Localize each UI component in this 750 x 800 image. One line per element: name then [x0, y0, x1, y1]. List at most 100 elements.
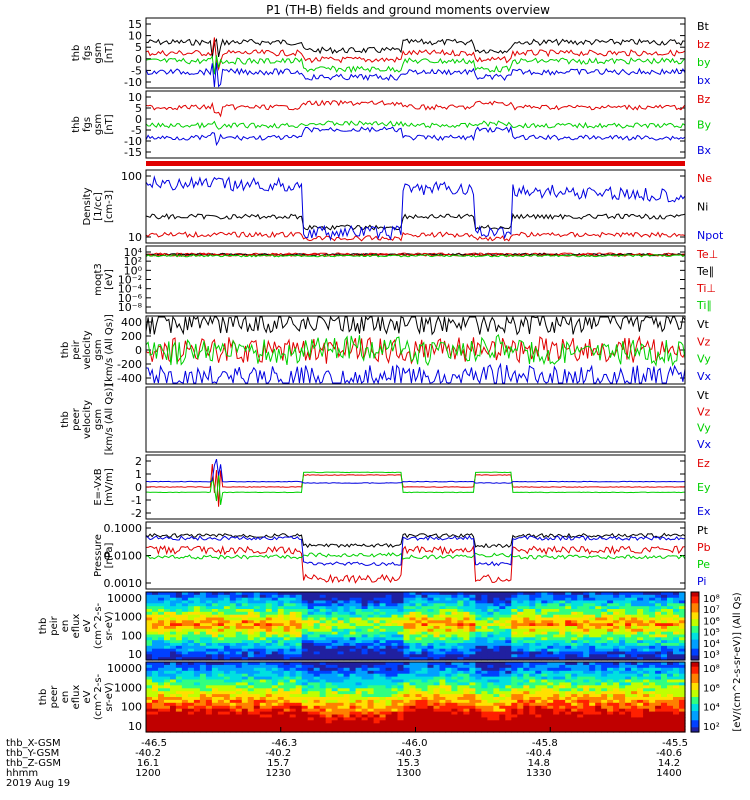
heatmap-cell	[565, 676, 572, 681]
heatmap-cell	[313, 645, 321, 650]
heatmap-cell	[499, 620, 506, 624]
heatmap-cell	[313, 654, 321, 658]
heatmap-cell	[277, 603, 285, 607]
y-axis-label-line: moqt3	[93, 263, 104, 296]
heatmap-cell	[655, 592, 662, 596]
heatmap-cell	[433, 620, 441, 624]
heatmap-cell	[655, 673, 662, 678]
heatmap-cell	[583, 720, 590, 724]
heatmap-cell	[643, 617, 650, 621]
heatmap-cell	[667, 657, 674, 661]
heatmap-cell	[619, 606, 626, 610]
heatmap-cell	[223, 597, 231, 602]
heatmap-cell	[637, 667, 644, 672]
colorbar-cell	[691, 690, 699, 693]
heatmap-cell	[265, 717, 273, 721]
heatmap-cell	[229, 723, 237, 727]
heatmap-cell	[553, 699, 560, 704]
heatmap-cell	[211, 664, 219, 669]
heatmap-cell	[541, 679, 548, 683]
heatmap-cell	[475, 617, 482, 621]
heatmap-cell	[463, 648, 470, 653]
heatmap-cell	[187, 662, 195, 666]
heatmap-cell	[607, 597, 614, 602]
heatmap-cell	[523, 640, 530, 644]
heatmap-cell	[277, 654, 285, 658]
heatmap-cell	[565, 714, 572, 718]
heatmap-cell	[283, 662, 291, 666]
heatmap-cell	[229, 708, 237, 713]
heatmap-cell	[505, 634, 512, 638]
heatmap-cell	[205, 623, 213, 627]
heatmap-cell	[379, 682, 387, 686]
heatmap-cell	[295, 609, 303, 613]
heatmap-cell	[295, 714, 303, 718]
heatmap-cell	[265, 626, 273, 630]
heatmap-cell	[529, 594, 536, 599]
heatmap-cell	[193, 711, 201, 716]
heatmap-cell	[313, 699, 321, 704]
heatmap-cell	[283, 729, 291, 733]
heatmap-cell	[295, 729, 303, 733]
heatmap-cell	[229, 667, 237, 672]
heatmap-cell	[643, 726, 650, 730]
heatmap-cell	[307, 617, 315, 621]
heatmap-cell	[427, 614, 435, 619]
y-axis-label: E=-VxB [mV/m]	[93, 468, 115, 506]
heatmap-cell	[649, 711, 656, 716]
heatmap-cell	[355, 697, 363, 701]
heatmap-cell	[223, 714, 231, 718]
heatmap-cell	[170, 685, 177, 689]
heatmap-cell	[289, 723, 297, 727]
heatmap-cell	[415, 685, 423, 689]
heatmap-cell	[223, 723, 231, 727]
heatmap-cell	[152, 617, 159, 621]
heatmap-cell	[187, 637, 195, 641]
heatmap-cell	[559, 697, 566, 701]
heatmap-cell	[325, 691, 333, 695]
heatmap-cell	[451, 628, 458, 633]
heatmap-cell	[649, 626, 656, 630]
heatmap-cell	[385, 679, 393, 683]
heatmap-cell	[187, 691, 195, 695]
heatmap-cell	[217, 626, 225, 630]
heatmap-cell	[349, 697, 357, 701]
heatmap-cell	[187, 705, 195, 710]
heatmap-cell	[499, 670, 506, 675]
heatmap-cell	[427, 717, 435, 721]
heatmap-cell	[589, 720, 596, 724]
heatmap-cell	[229, 609, 237, 613]
heatmap-cell	[421, 673, 429, 678]
heatmap-cell	[505, 697, 512, 701]
heatmap-cell	[649, 676, 656, 681]
heatmap-cell	[439, 729, 447, 733]
heatmap-cell	[631, 603, 638, 607]
heatmap-cell	[265, 702, 273, 707]
heatmap-cell	[211, 729, 219, 733]
heatmap-cell	[445, 657, 452, 661]
heatmap-cell	[667, 729, 674, 733]
heatmap-cell	[283, 594, 291, 599]
heatmap-cell	[601, 651, 608, 655]
heatmap-cell	[361, 623, 369, 627]
heatmap-cell	[553, 640, 560, 644]
heatmap-cell	[301, 729, 309, 733]
heatmap-cell	[421, 679, 429, 683]
heatmap-cell	[229, 643, 237, 647]
heatmap-cell	[487, 699, 494, 704]
heatmap-cell	[667, 640, 674, 644]
heatmap-cell	[259, 679, 267, 683]
heatmap-cell	[595, 648, 602, 653]
heatmap-cell	[565, 723, 572, 727]
heatmap-cell	[667, 626, 674, 630]
heatmap-cell	[181, 720, 189, 724]
heatmap-cell	[517, 729, 524, 733]
heatmap-cell	[655, 720, 662, 724]
heatmap-cell	[271, 729, 279, 733]
heatmap-cell	[553, 723, 560, 727]
heatmap-cell	[307, 606, 315, 610]
heatmap-cell	[349, 611, 357, 616]
y-axis-label: thb peer velocity gsm [km/s (All Qs)]	[60, 384, 115, 456]
heatmap-cell	[193, 726, 201, 730]
heatmap-cell	[415, 670, 423, 675]
